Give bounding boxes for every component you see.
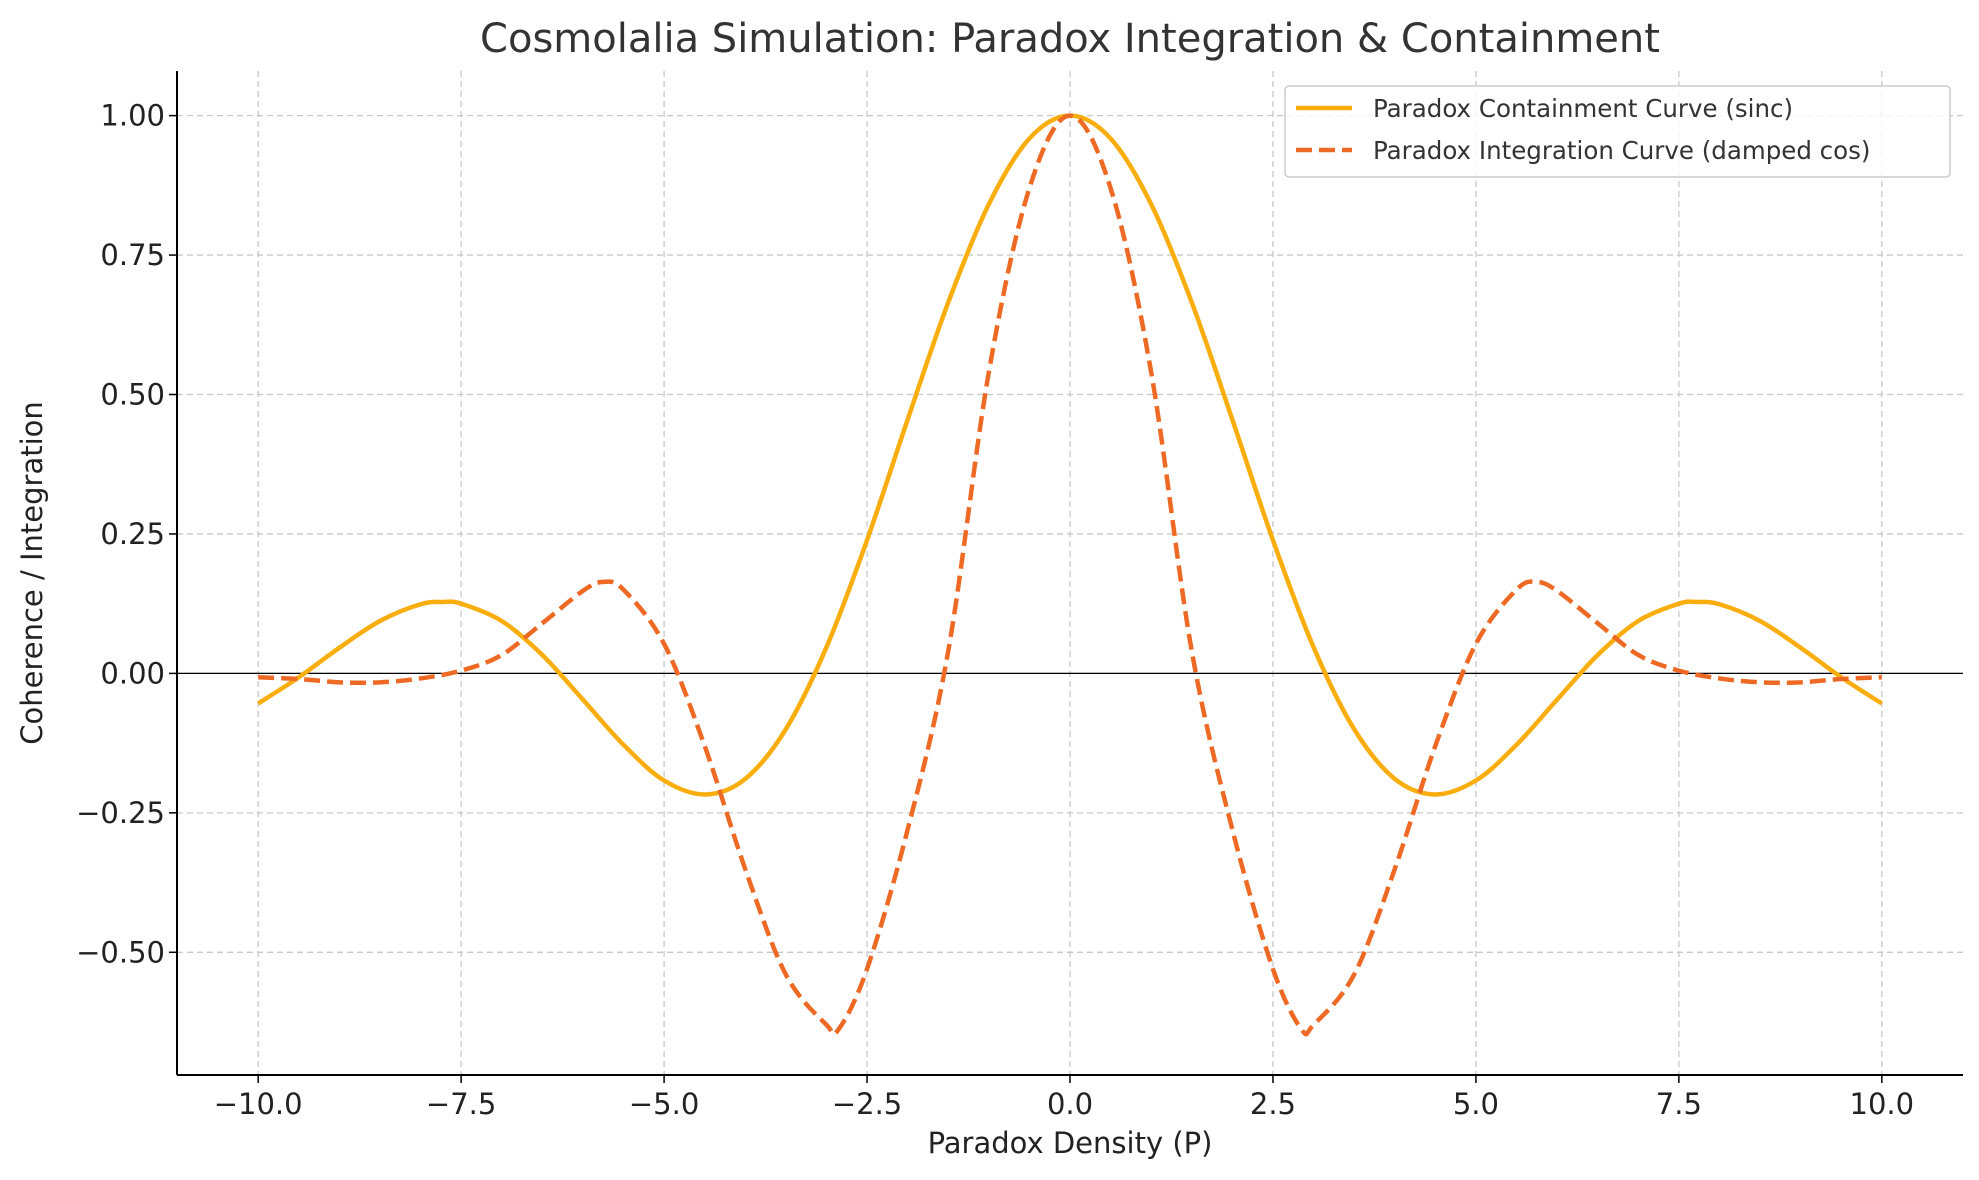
y-tick-label: 0.50 [100,378,165,412]
legend-label-containment: Paradox Containment Curve (sinc) [1373,94,1793,123]
x-axis-label: Paradox Density (P) [928,1126,1213,1160]
y-tick-label: 0.75 [100,238,165,272]
x-tick-label: 2.5 [1250,1087,1296,1121]
x-tick-label: −7.5 [426,1087,496,1121]
x-tick-label: −10.0 [214,1087,303,1121]
x-tick-label: −2.5 [832,1087,902,1121]
x-tick-label: −5.0 [629,1087,699,1121]
y-tick-label: 1.00 [100,99,165,133]
series-line-integration [258,113,1882,1037]
y-tick-label: −0.25 [76,796,165,830]
x-tick-label: 7.5 [1656,1087,1702,1121]
ticks: −10.0 −7.5 −5.0 −2.5 0.0 2.5 5.0 7.5 10.0 −0.50 −0… [76,99,1914,1121]
plot-series [256,113,1884,1037]
x-tick-label: 5.0 [1453,1087,1499,1121]
legend: Paradox Containment Curve (sinc) Paradox… [1284,85,1951,178]
x-tick-label: 10.0 [1850,1087,1915,1121]
y-axis-label: Coherence / Integration [15,401,49,745]
grid [177,71,1963,1075]
y-tick-label: −0.50 [76,935,165,969]
x-tick-label: 0.0 [1047,1087,1093,1121]
legend-label-integration: Paradox Integration Curve (damped cos) [1373,136,1870,165]
chart-title: Cosmolalia Simulation: Paradox Integrati… [480,16,1660,62]
y-tick-label: 0.00 [100,656,165,690]
legend-box [1284,85,1951,178]
y-tick-label: 0.25 [100,517,165,551]
